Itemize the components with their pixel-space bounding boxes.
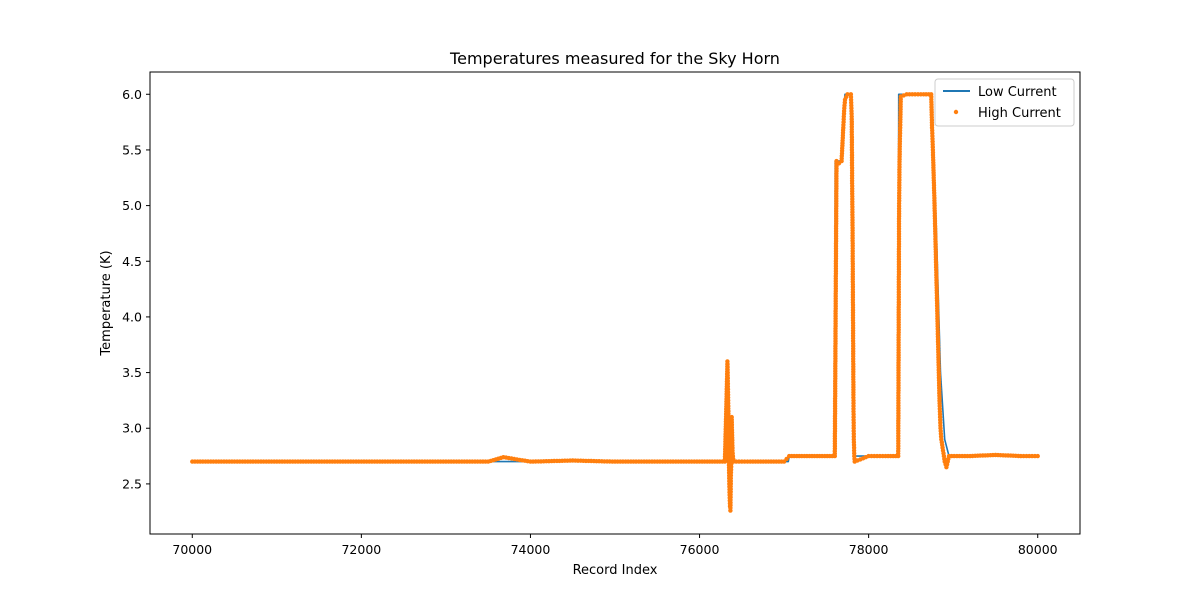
x-tick-label: 78000 — [849, 542, 889, 557]
legend: Low Current High Current — [934, 78, 1075, 127]
y-tick-label: 5.5 — [122, 142, 142, 157]
legend-high-current-label: High Current — [978, 106, 1061, 121]
legend-low-current-label: Low Current — [978, 85, 1057, 100]
y-tick-label: 5.0 — [122, 198, 142, 213]
y-tick-label: 3.5 — [122, 365, 142, 380]
x-tick-label: 76000 — [680, 542, 720, 557]
x-tick-label: 70000 — [172, 542, 212, 557]
legend-high-current-swatch — [953, 109, 959, 115]
y-tick-label: 4.5 — [122, 254, 142, 269]
y-tick-label: 3.0 — [122, 421, 142, 436]
x-tick-label: 72000 — [341, 542, 381, 557]
high-current-point — [784, 456, 789, 462]
series-layer — [190, 92, 1040, 513]
chart-title: Temperatures measured for the Sky Horn — [449, 49, 780, 68]
x-axis: 70000 72000 74000 76000 78000 80000 — [172, 534, 1058, 557]
y-tick-label: 2.5 — [122, 476, 142, 491]
y-tick-label: 4.0 — [122, 309, 142, 324]
high-current-point — [1035, 453, 1040, 459]
x-tick-label: 80000 — [1018, 542, 1058, 557]
y-axis-label: Temperature (K) — [99, 250, 114, 356]
plot-frame — [149, 71, 1081, 535]
high-current-point — [845, 92, 850, 97]
plot-area — [149, 71, 1081, 535]
y-tick-label: 6.0 — [122, 87, 142, 102]
x-axis-label: Record Index — [573, 563, 658, 578]
y-axis: 2.5 3.0 3.5 4.0 4.5 5.0 5.5 6.0 — [122, 87, 150, 491]
plot-background — [150, 72, 1080, 534]
x-tick-label: 74000 — [511, 542, 551, 557]
